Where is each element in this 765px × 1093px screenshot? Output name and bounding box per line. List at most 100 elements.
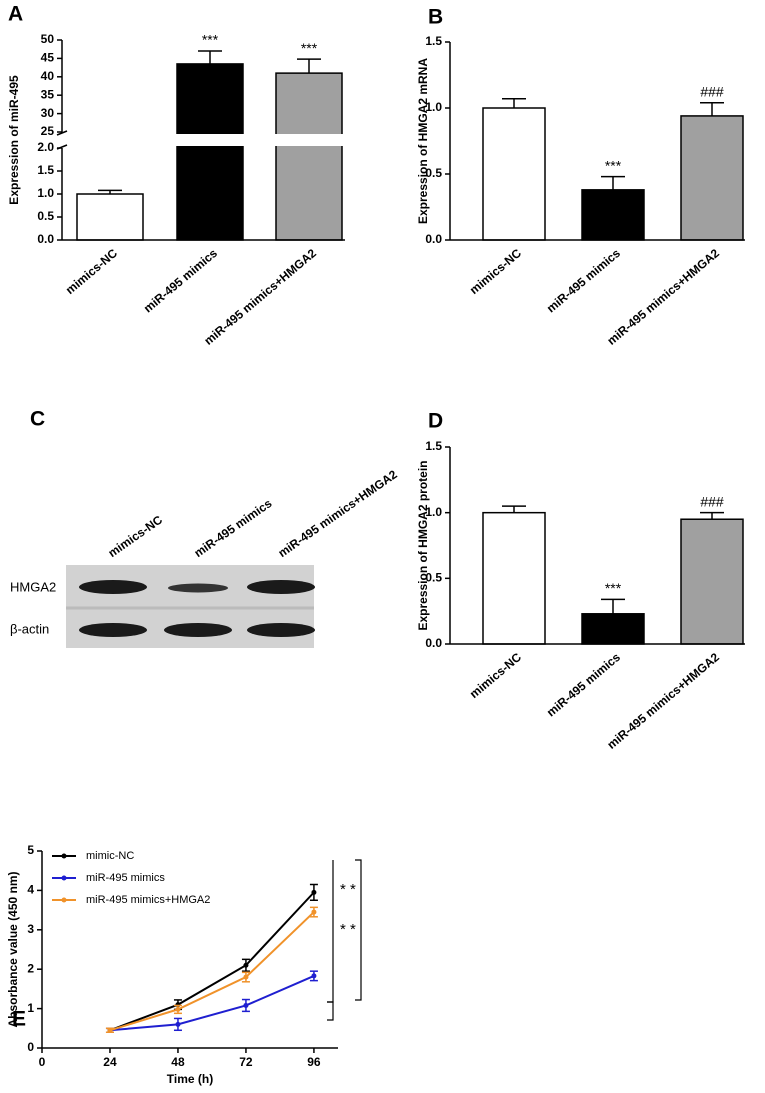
series-line [109,974,315,1032]
y-tick-label: 2.0 [37,140,54,154]
bar [76,193,144,241]
y-tick-label: 0.0 [425,232,442,246]
bar [581,613,645,645]
significance-label: ### [700,493,724,509]
y-tick-label: 1.5 [37,163,54,177]
x-tick-label: 0 [39,1055,46,1069]
x-tick-label: 48 [171,1055,185,1069]
bar [482,511,546,645]
legend-swatch [61,853,67,859]
panel-letter: D [428,410,443,433]
y-tick-label: 30 [41,106,55,120]
blot-band [168,583,228,593]
x-tick-label: miR-495 mimics [141,246,220,316]
y-tick-label: 45 [41,51,55,65]
legend-label: mimic-NC [86,850,134,862]
panel-letter: E [12,1008,26,1031]
point [311,973,317,979]
legend-swatch [61,897,67,903]
x-tick-label: miR-495 mimics+HMGA2 [201,246,319,348]
point [243,1002,249,1008]
point [107,1027,113,1033]
y-tick-label: 25 [41,124,55,138]
point [243,974,249,980]
bar [482,107,546,241]
y-tick-label: 4 [27,883,34,897]
row-label: β-actin [10,621,49,636]
blot-band [247,580,315,594]
x-tick-label: miR-495 mimics+HMGA2 [604,650,722,752]
x-tick-label: mimics-NC [467,650,524,701]
y-tick-label: 0 [27,1040,34,1054]
panel-letter: A [8,3,23,26]
significance-label: ### [700,83,724,99]
point [243,962,249,968]
x-tick-label: miR-495 mimics+HMGA2 [604,246,722,348]
blot-band [164,623,232,637]
break-mark [56,130,68,136]
panel-letter: C [30,408,45,431]
x-tick-label: mimics-NC [467,246,524,297]
x-tick-label: miR-495 mimics [544,650,623,720]
row-label: HMGA2 [10,579,56,594]
y-axis-label: Expression of HMGA2 mRNA [416,58,430,224]
y-tick-label: 3 [27,922,34,936]
x-tick-label: 24 [103,1055,117,1069]
y-tick-label: 1 [27,1001,34,1015]
y-tick-label: 5 [27,843,34,857]
x-axis-label: Time (h) [167,1072,213,1086]
legend-label: miR-495 mimics [86,872,165,884]
bar [275,72,343,241]
y-tick-label: 0.0 [37,232,54,246]
lane-label: mimics-NC [106,512,166,560]
y-tick-label: 1.0 [37,186,54,200]
significance-label: *** [605,157,622,173]
y-tick-label: 2 [27,961,34,975]
x-tick-label: mimics-NC [63,246,120,297]
y-tick-label: 1.0 [425,505,442,519]
significance-label: * * [340,881,356,898]
point [175,1021,181,1027]
y-axis-label: Expression of miR-495 [7,75,21,205]
significance-label: *** [202,32,219,48]
significance-label: *** [301,40,318,56]
bracket [355,859,362,1001]
legend-swatch [61,875,67,881]
y-tick-label: 1.5 [425,34,442,48]
y-tick-label: 0.5 [425,166,442,180]
panel-letter: B [428,6,443,29]
y-tick-label: 1.5 [425,439,442,453]
y-axis-label: Expression of HMGA2 protein [416,460,430,630]
bracket [327,860,334,1003]
bar [176,63,244,241]
y-axis-label: Absorbance value (450 nm) [6,871,20,1027]
x-tick-label: 72 [239,1055,253,1069]
bar [680,115,744,241]
y-tick-label: 35 [41,87,55,101]
y-tick-label: 1.0 [425,100,442,114]
y-tick-label: 0.5 [37,209,54,223]
bracket [327,1001,334,1021]
bar [680,518,744,645]
significance-label: *** [605,580,622,596]
y-tick-label: 50 [41,32,55,46]
blot-band [247,623,315,637]
point [311,909,317,915]
blot-band [79,623,147,637]
bar [581,189,645,241]
break-mark [56,144,68,150]
lane-label: miR-495 mimics+HMGA2 [276,467,400,560]
lane-label: miR-495 mimics [192,496,275,560]
series-line [109,911,315,1032]
y-tick-label: 0.0 [425,636,442,650]
point [311,889,317,895]
blot-band [79,580,147,594]
y-tick-label: 40 [41,69,55,83]
x-tick-label: 96 [307,1055,321,1069]
series-line [109,891,315,1032]
x-tick-label: miR-495 mimics [544,246,623,316]
point [175,1006,181,1012]
significance-label: * * [340,921,356,938]
